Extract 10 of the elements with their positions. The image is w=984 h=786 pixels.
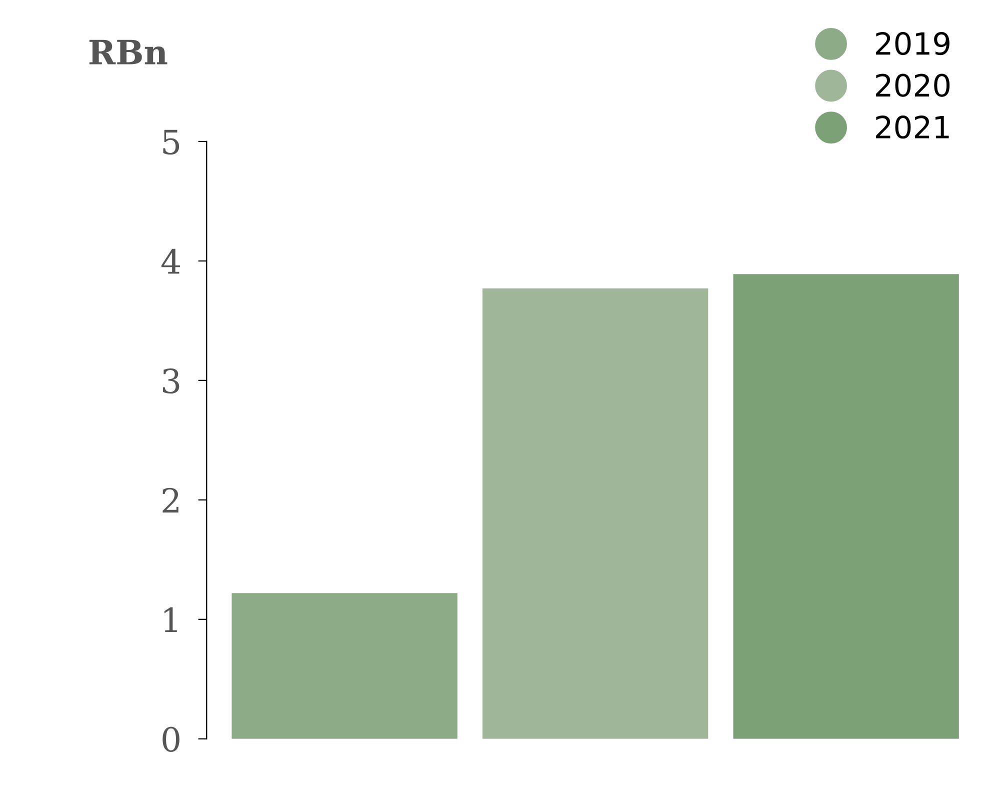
y-tick-label: 1 xyxy=(164,607,177,632)
y-axis-title: RBn xyxy=(89,40,168,64)
y-tick-label: 5 xyxy=(163,130,180,155)
legend-label: 2020 xyxy=(876,74,950,97)
legend-label: 2021 xyxy=(876,116,949,139)
legend-label: 2019 xyxy=(876,32,950,56)
y-tick-label: 0 xyxy=(162,726,180,752)
y-tick-label: 3 xyxy=(162,368,180,394)
y-tick-label: 4 xyxy=(161,248,180,274)
y-tick-label: 2 xyxy=(162,488,178,513)
